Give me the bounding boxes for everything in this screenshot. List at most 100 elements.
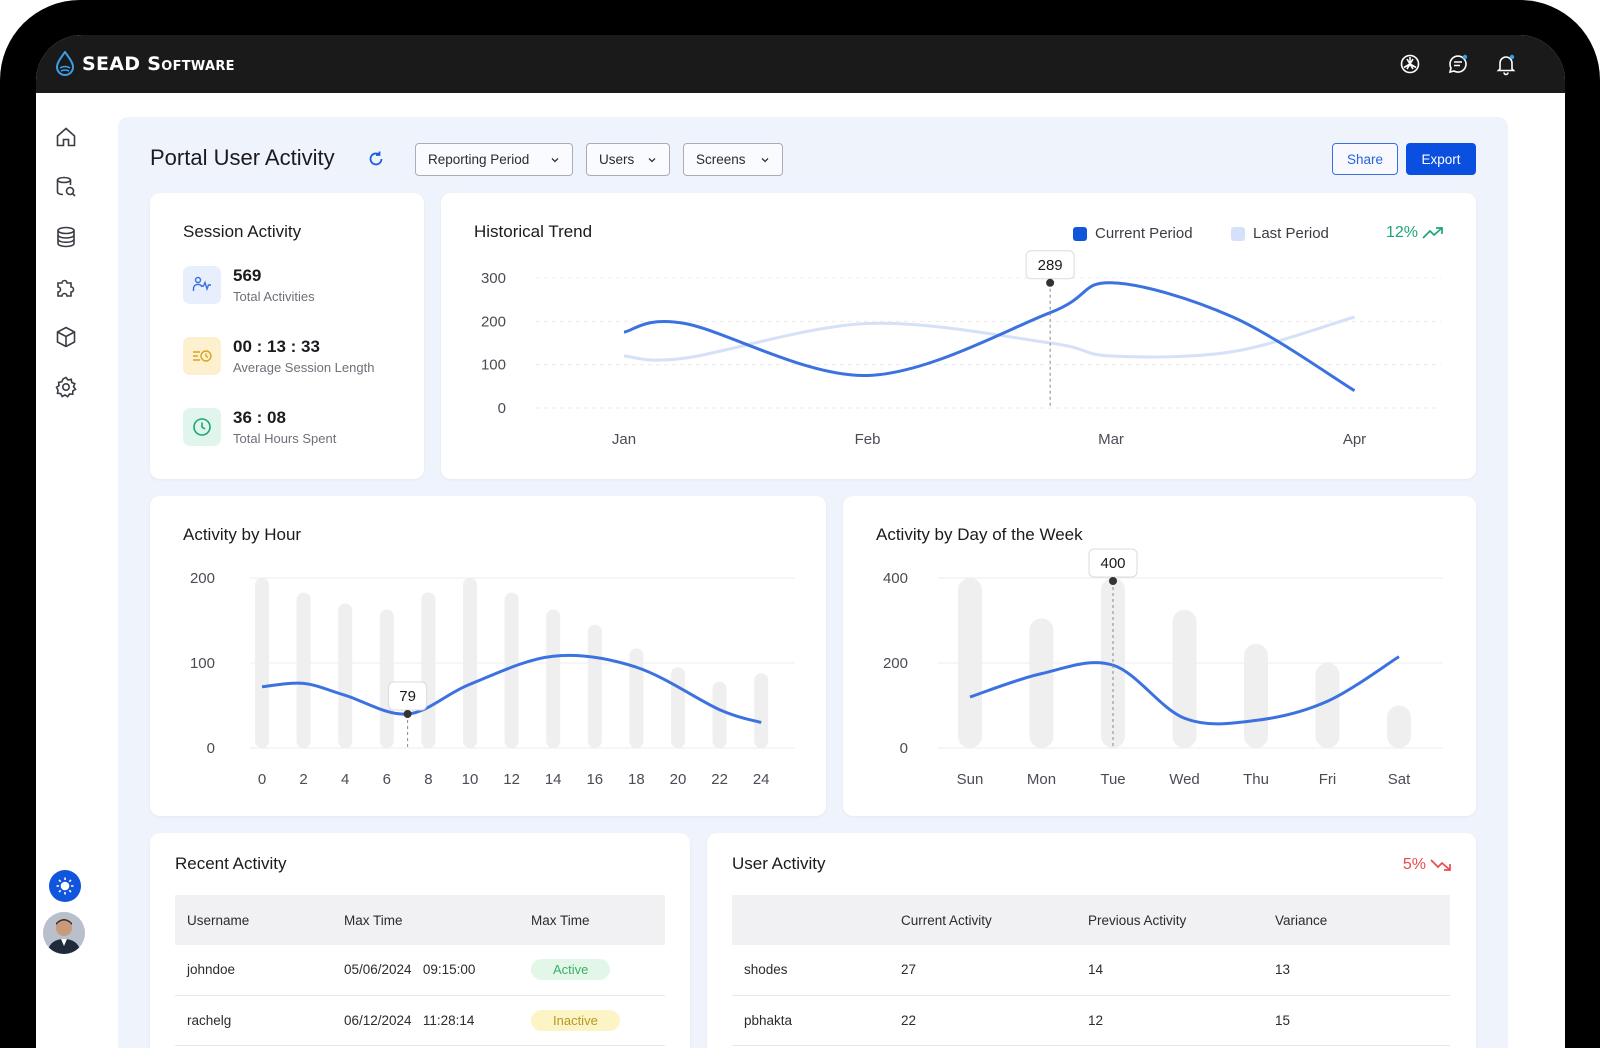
filter-label: Screens — [696, 152, 746, 167]
export-button[interactable]: Export — [1406, 143, 1476, 175]
bar — [338, 603, 353, 748]
cell-username: shodes — [732, 945, 889, 996]
chat-icon[interactable] — [1445, 51, 1471, 77]
stat-value: 00 : 13 : 33 — [233, 337, 320, 356]
bar — [379, 609, 394, 748]
database-icon — [57, 226, 75, 248]
bar — [587, 624, 602, 748]
cell-status: Active — [519, 945, 665, 996]
x-tick-label: 16 — [586, 771, 603, 788]
bar — [463, 578, 477, 748]
sidebar-item-data-search[interactable] — [52, 173, 80, 201]
theme-toggle-button[interactable] — [49, 870, 81, 902]
card-title: User Activity — [732, 854, 826, 873]
tooltip-point — [1109, 577, 1117, 585]
bar — [671, 667, 685, 748]
stat-label: Average Session Length — [233, 360, 375, 375]
legend-swatch — [1073, 226, 1087, 241]
column-header[interactable]: Variance — [1275, 912, 1328, 928]
app-window: SEAD Software — [36, 35, 1565, 1048]
x-tick-label: Feb — [855, 431, 881, 448]
user-activity-table: Current Activity Previous Activity Varia… — [732, 895, 1450, 1046]
water-drop-icon — [55, 51, 75, 76]
share-button[interactable]: Share — [1332, 143, 1398, 175]
stat-label: Total Hours Spent — [233, 431, 337, 446]
x-tick-label: 6 — [383, 771, 391, 788]
brand-name: SEAD Software — [82, 53, 235, 75]
status-badge: Inactive — [531, 1009, 620, 1031]
column-header[interactable]: Current Activity — [901, 912, 992, 928]
cell-username: pbhakta — [732, 995, 889, 1046]
cube-icon — [56, 326, 76, 348]
table-row[interactable]: shodes 27 14 13 — [732, 945, 1450, 996]
cell-variance: 15 — [1263, 995, 1450, 1046]
sidebar-item-home[interactable] — [52, 123, 80, 151]
y-tick-label: 100 — [190, 655, 215, 672]
cell-date: 05/06/2024 — [344, 962, 412, 978]
top-bar: SEAD Software — [36, 35, 1565, 93]
bar — [1244, 643, 1268, 748]
bar — [296, 592, 311, 748]
cell-previous: 14 — [1076, 945, 1263, 996]
x-tick-label: Fri — [1319, 771, 1337, 788]
avatar[interactable] — [43, 912, 85, 954]
sidebar-item-packages[interactable] — [52, 323, 80, 351]
refresh-icon[interactable] — [367, 150, 385, 168]
column-header[interactable]: Max Time — [531, 912, 590, 928]
bell-icon[interactable] — [1493, 51, 1519, 77]
historical-trend-card: Historical Trend Current Period Last Per… — [441, 193, 1476, 479]
card-title: Activity by Day of the Week — [876, 525, 1083, 544]
bar — [712, 681, 727, 748]
legend-swatch — [1231, 226, 1245, 241]
sidebar-item-integrations[interactable] — [52, 273, 80, 301]
x-tick-label: 24 — [753, 771, 770, 788]
x-tick-label: Wed — [1169, 771, 1200, 788]
cell-username: rachelg — [175, 995, 332, 1046]
y-tick-label: 200 — [883, 655, 908, 672]
table-row[interactable]: rachelg 06/12/2024 11:28:14 Inactive — [175, 995, 665, 1046]
x-tick-label: 20 — [670, 771, 687, 788]
series-line — [969, 655, 1400, 726]
table-header-row: Current Activity Previous Activity Varia… — [732, 895, 1450, 945]
y-tick-label: 200 — [190, 570, 215, 587]
sidebar-item-settings[interactable] — [52, 373, 80, 401]
activity-users-icon — [183, 266, 221, 304]
x-tick-label: 4 — [341, 771, 349, 788]
x-tick-label: 2 — [299, 771, 307, 788]
brand-logo[interactable]: SEAD Software — [54, 51, 235, 77]
bar — [1387, 705, 1411, 748]
filter-reporting-period[interactable]: Reporting Period — [415, 143, 573, 176]
x-tick-label: Mar — [1098, 431, 1124, 448]
activity-by-day-card: Activity by Day of the Week 0 200 400 Sun Mo… — [843, 496, 1476, 816]
user-photo-icon — [43, 912, 85, 954]
filter-label: Users — [599, 152, 635, 167]
table-header-row: Username Max Time Max Time — [175, 895, 665, 945]
recent-activity-card: Recent Activity Username Max Time Max Ti… — [150, 833, 690, 1048]
filter-screens[interactable]: Screens — [683, 143, 783, 176]
bar — [1315, 663, 1340, 748]
column-header[interactable]: Max Time — [344, 912, 403, 928]
y-tick-label: 0 — [498, 400, 506, 417]
stat-value: 36 : 08 — [233, 408, 286, 427]
card-title: Historical Trend — [474, 222, 593, 241]
cell-time: 11:28:14 — [422, 1012, 475, 1028]
stat-label: Total Activities — [233, 289, 315, 304]
recent-activity-table: Username Max Time Max Time johndoe 05/06… — [175, 895, 665, 1046]
sidebar-item-database[interactable] — [52, 223, 80, 251]
cell-current: 22 — [889, 995, 1076, 1046]
legend-current-period: Current Period — [1073, 225, 1193, 242]
trend-down-icon — [1430, 859, 1451, 871]
column-header[interactable]: Previous Activity — [1088, 912, 1187, 928]
filter-users[interactable]: Users — [586, 143, 670, 176]
cell-previous: 12 — [1076, 995, 1263, 1046]
trend-indicator: 5% — [1403, 856, 1452, 874]
trend-value: 5% — [1402, 856, 1426, 873]
tooltip-point — [1046, 278, 1055, 287]
status-badge: Active — [531, 959, 611, 981]
table-row[interactable]: pbhakta 22 12 15 — [732, 995, 1450, 1046]
column-header[interactable]: Username — [187, 912, 250, 928]
table-row[interactable]: johndoe 05/06/2024 09:15:00 Active — [175, 945, 665, 996]
chevron-down-icon — [648, 157, 656, 162]
x-tick-label: Thu — [1243, 771, 1269, 788]
ai-assistant-icon[interactable] — [1397, 51, 1423, 77]
